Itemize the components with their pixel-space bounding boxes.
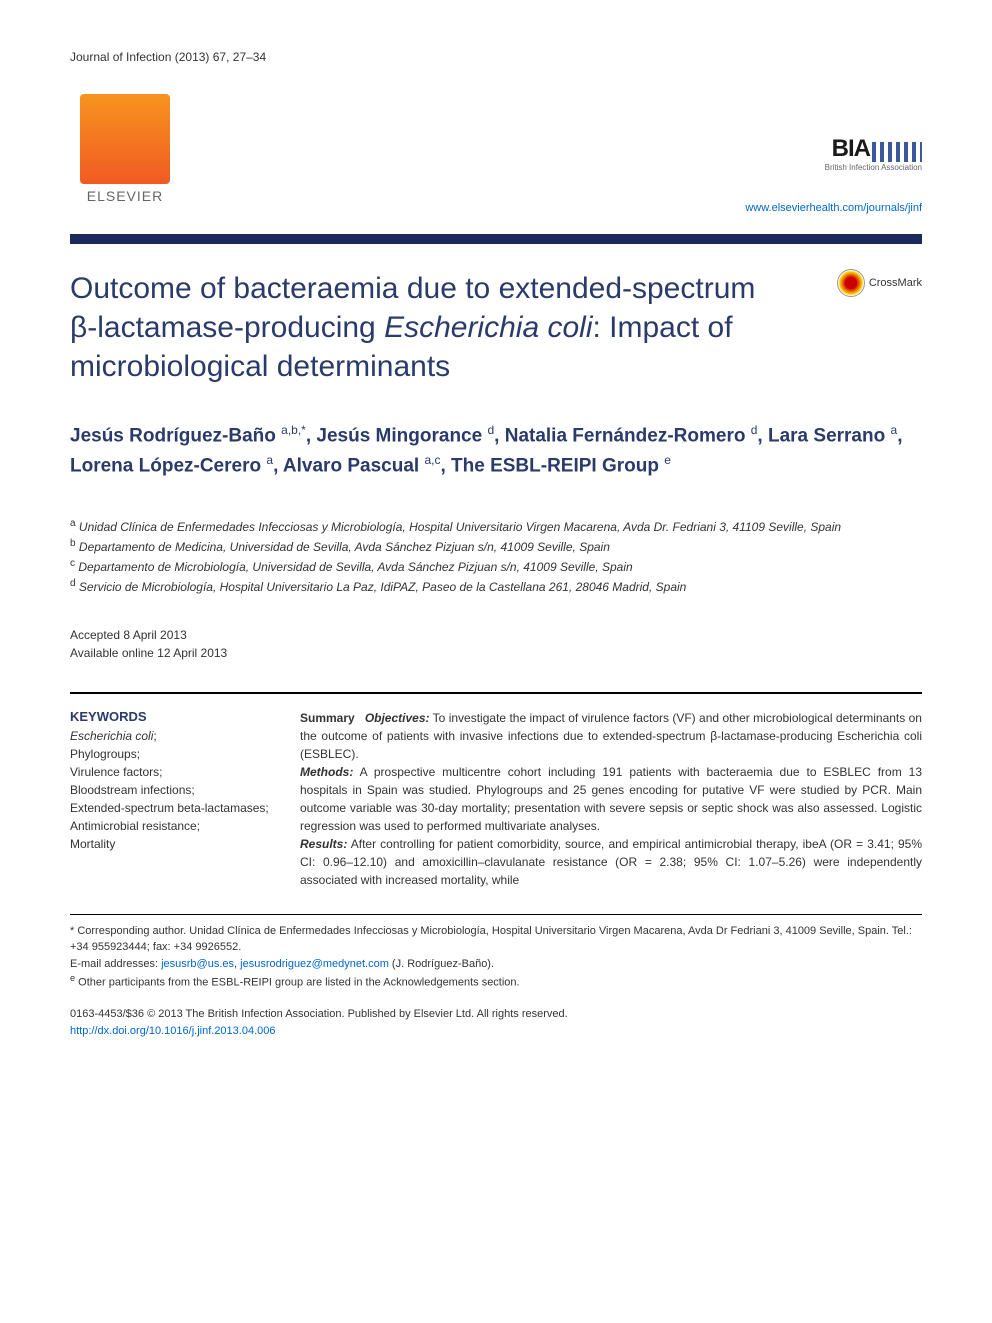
- objectives-label: Objectives:: [365, 711, 430, 725]
- summary-label: Summary: [300, 711, 355, 725]
- accepted-date: Accepted 8 April 2013: [70, 626, 922, 644]
- divider-thin: [70, 692, 922, 694]
- email-link-2[interactable]: jesusrodriguez@medynet.com: [240, 958, 389, 970]
- author-affil-sup: d: [751, 423, 758, 437]
- title-italic: Escherichia coli: [384, 311, 592, 344]
- author-name: Lara Serrano: [768, 425, 885, 446]
- crossmark-icon: [837, 269, 865, 297]
- email-suffix: (J. Rodríguez-Baño).: [389, 958, 494, 970]
- corresponding-label: * Corresponding author.: [70, 925, 189, 937]
- author-affil-sup: d: [487, 423, 494, 437]
- corresponding-text: Unidad Clínica de Enfermedades Infeccios…: [70, 925, 912, 954]
- footnotes-block: * Corresponding author. Unidad Clínica d…: [70, 914, 922, 992]
- author-name: The ESBL-REIPI Group: [451, 455, 659, 476]
- elsevier-logo[interactable]: ELSEVIER: [70, 94, 180, 214]
- bia-label: BIA: [832, 135, 870, 162]
- elsevier-tree-icon: [80, 94, 170, 184]
- keywords-list: Escherichia coli;Phylogroups;Virulence f…: [70, 727, 270, 853]
- abstract-section: KEYWORDS Escherichia coli;Phylogroups;Vi…: [70, 709, 922, 889]
- footnote-e-text: Other participants from the ESBL-REIPI g…: [78, 977, 519, 989]
- bia-section: BIA British Infection Association www.el…: [745, 135, 922, 214]
- footnote-e: e Other participants from the ESBL-REIPI…: [70, 972, 922, 991]
- journal-link[interactable]: www.elsevierhealth.com/journals/jinf: [745, 202, 922, 214]
- keywords-column: KEYWORDS Escherichia coli;Phylogroups;Vi…: [70, 709, 270, 889]
- results-label: Results:: [300, 837, 347, 851]
- author-affil-sup: a: [891, 423, 898, 437]
- doi-link[interactable]: http://dx.doi.org/10.1016/j.jinf.2013.04…: [70, 1025, 276, 1037]
- methods-label: Methods:: [300, 765, 353, 779]
- methods-text: A prospective multicentre cohort includi…: [300, 765, 922, 833]
- email-label: E-mail addresses:: [70, 958, 161, 970]
- logos-row: ELSEVIER BIA British Infection Associati…: [70, 94, 922, 214]
- available-date: Available online 12 April 2013: [70, 644, 922, 662]
- copyright-line: 0163-4453/$36 © 2013 The British Infecti…: [70, 1006, 922, 1023]
- author-affil-sup: a,b,*: [281, 423, 306, 437]
- affiliation-line: d Servicio de Microbiología, Hospital Un…: [70, 576, 922, 596]
- corresponding-author-note: * Corresponding author. Unidad Clínica d…: [70, 923, 922, 956]
- affiliation-line: b Departamento de Medicina, Universidad …: [70, 536, 922, 556]
- author-name: Alvaro Pascual: [283, 455, 419, 476]
- bia-waves-icon: [872, 142, 922, 162]
- crossmark-label: CrossMark: [869, 277, 922, 289]
- author-name: Jesús Rodríguez-Baño: [70, 425, 276, 446]
- email-link-1[interactable]: jesusrb@us.es: [161, 958, 234, 970]
- title-row: Outcome of bacteraemia due to extended-s…: [70, 269, 922, 386]
- elsevier-label: ELSEVIER: [87, 188, 163, 204]
- authors-block: Jesús Rodríguez-Baño a,b,*, Jesús Mingor…: [70, 421, 922, 481]
- author-affil-sup: a: [266, 453, 273, 467]
- affiliation-line: c Departamento de Microbiología, Univers…: [70, 556, 922, 576]
- article-title: Outcome of bacteraemia due to extended-s…: [70, 269, 790, 386]
- affiliation-line: a Unidad Clínica de Enfermedades Infecci…: [70, 516, 922, 536]
- bia-subtitle: British Infection Association: [745, 163, 922, 172]
- bia-logo: BIA: [745, 135, 922, 163]
- copyright-block: 0163-4453/$36 © 2013 The British Infecti…: [70, 1006, 922, 1039]
- author-name: Natalia Fernández-Romero: [505, 425, 746, 446]
- divider-bar: [70, 234, 922, 244]
- keywords-heading: KEYWORDS: [70, 709, 270, 724]
- author-affil-sup: e: [664, 453, 671, 467]
- author-affil-sup: a,c: [424, 453, 440, 467]
- author-name: Jesús Mingorance: [316, 425, 482, 446]
- dates-block: Accepted 8 April 2013 Available online 1…: [70, 626, 922, 662]
- crossmark-badge[interactable]: CrossMark: [837, 269, 922, 297]
- email-line: E-mail addresses: jesusrb@us.es, jesusro…: [70, 956, 922, 973]
- affiliations-block: a Unidad Clínica de Enfermedades Infecci…: [70, 516, 922, 596]
- author-name: Lorena López-Cerero: [70, 455, 261, 476]
- summary-column: Summary Objectives: To investigate the i…: [300, 709, 922, 889]
- journal-citation: Journal of Infection (2013) 67, 27–34: [70, 50, 922, 64]
- results-text: After controlling for patient comorbidit…: [300, 837, 922, 887]
